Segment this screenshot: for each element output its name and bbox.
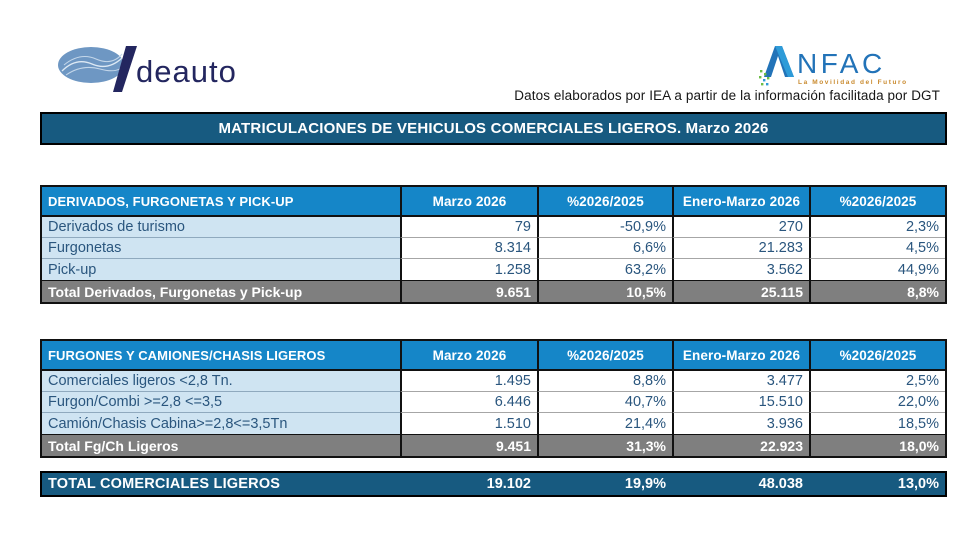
total-value: 10,5% <box>537 280 672 302</box>
cell-value: 18,5% <box>809 413 945 434</box>
anfac-dots-icon <box>759 70 770 86</box>
cell-value: 1.495 <box>400 371 537 392</box>
column-header: Enero-Marzo 2026 <box>672 187 809 217</box>
grand-total-label: TOTAL COMERCIALES LIGEROS <box>48 476 281 492</box>
table-row: Pick-up 1.258 63,2% 3.562 44,9% <box>42 259 945 280</box>
grand-total-row: TOTAL COMERCIALES LIGEROS 19.102 19,9% 4… <box>40 471 947 497</box>
cell-value: 1.258 <box>400 259 537 280</box>
cell-value: 2,3% <box>809 217 945 238</box>
anfac-logo: NFAC La Movilidad del Futuro <box>759 46 908 86</box>
total-value: 31,3% <box>537 434 672 456</box>
column-header: %2026/2025 <box>809 341 945 371</box>
source-note: Datos elaborados por IEA a partir de la … <box>514 88 940 103</box>
column-header: %2026/2025 <box>537 341 672 371</box>
total-value: 22.923 <box>672 434 809 456</box>
total-row: Total Derivados, Furgonetas y Pick-up 9.… <box>42 280 945 302</box>
total-row: Total Fg/Ch Ligeros 9.451 31,3% 22.923 1… <box>42 434 945 456</box>
column-header: Marzo 2026 <box>400 341 537 371</box>
grand-total-value: 19.102 <box>486 476 531 492</box>
cell-value: 270 <box>672 217 809 238</box>
cell-value: 8.314 <box>400 238 537 259</box>
cell-value: 15.510 <box>672 392 809 413</box>
row-label: Comerciales ligeros <2,8 Tn. <box>42 371 400 392</box>
table-title-cell: FURGONES Y CAMIONES/CHASIS LIGEROS <box>42 341 400 371</box>
cell-value: 63,2% <box>537 259 672 280</box>
table-row: Furgonetas 8.314 6,6% 21.283 4,5% <box>42 238 945 259</box>
total-label: Total Derivados, Furgonetas y Pick-up <box>42 280 400 302</box>
total-value: 8,8% <box>809 280 945 302</box>
table-derivados: DERIVADOS, FURGONETAS Y PICK-UP Marzo 20… <box>40 185 947 304</box>
table-title-cell: DERIVADOS, FURGONETAS Y PICK-UP <box>42 187 400 217</box>
cell-value: 8,8% <box>537 371 672 392</box>
cell-value: 44,9% <box>809 259 945 280</box>
column-header: %2026/2025 <box>537 187 672 217</box>
grand-total-value: 19,9% <box>624 476 666 492</box>
cell-value: 22,0% <box>809 392 945 413</box>
row-label: Furgon/Combi >=2,8 <=3,5 <box>42 392 400 413</box>
ideauto-i-mark <box>113 46 137 92</box>
table-row: Derivados de turismo 79 -50,9% 270 2,3% <box>42 217 945 238</box>
page-title: MATRICULACIONES DE VEHICULOS COMERCIALES… <box>218 120 769 137</box>
cell-value: 21.283 <box>672 238 809 259</box>
cell-value: 79 <box>400 217 537 238</box>
table-header-row: FURGONES Y CAMIONES/CHASIS LIGEROS Marzo… <box>42 341 945 371</box>
total-value: 25.115 <box>672 280 809 302</box>
column-header: Enero-Marzo 2026 <box>672 341 809 371</box>
column-header: %2026/2025 <box>809 187 945 217</box>
cell-value-negative: -50,9% <box>537 217 672 238</box>
table-row: Furgon/Combi >=2,8 <=3,5 6.446 40,7% 15.… <box>42 392 945 413</box>
table-furgones: FURGONES Y CAMIONES/CHASIS LIGEROS Marzo… <box>40 339 947 458</box>
ideauto-globe-icon <box>58 47 124 83</box>
table-header-row: DERIVADOS, FURGONETAS Y PICK-UP Marzo 20… <box>42 187 945 217</box>
cell-value: 3.936 <box>672 413 809 434</box>
row-label: Pick-up <box>42 259 400 280</box>
report-title-bar: MATRICULACIONES DE VEHICULOS COMERCIALES… <box>40 112 947 145</box>
row-label: Camión/Chasis Cabina>=2,8<=3,5Tn <box>42 413 400 434</box>
cell-value: 4,5% <box>809 238 945 259</box>
total-value: 9.651 <box>400 280 537 302</box>
cell-value: 6.446 <box>400 392 537 413</box>
grand-total-value: 48.038 <box>758 476 803 492</box>
cell-value: 2,5% <box>809 371 945 392</box>
row-label: Furgonetas <box>42 238 400 259</box>
ideauto-logo: deauto <box>58 46 237 92</box>
column-header: Marzo 2026 <box>400 187 537 217</box>
cell-value: 1.510 <box>400 413 537 434</box>
table-row: Comerciales ligeros <2,8 Tn. 1.495 8,8% … <box>42 371 945 392</box>
total-value: 9.451 <box>400 434 537 456</box>
cell-value: 40,7% <box>537 392 672 413</box>
cell-value: 21,4% <box>537 413 672 434</box>
cell-value: 3.562 <box>672 259 809 280</box>
anfac-tagline: La Movilidad del Futuro <box>798 79 908 86</box>
anfac-wordmark: NFAC <box>797 48 886 79</box>
table-row: Camión/Chasis Cabina>=2,8<=3,5Tn 1.510 2… <box>42 413 945 434</box>
cell-value: 6,6% <box>537 238 672 259</box>
cell-value: 3.477 <box>672 371 809 392</box>
ideauto-wordmark: deauto <box>136 54 237 89</box>
total-value: 18,0% <box>809 434 945 456</box>
grand-total-value: 13,0% <box>897 476 939 492</box>
row-label: Derivados de turismo <box>42 217 400 238</box>
total-label: Total Fg/Ch Ligeros <box>42 434 400 456</box>
